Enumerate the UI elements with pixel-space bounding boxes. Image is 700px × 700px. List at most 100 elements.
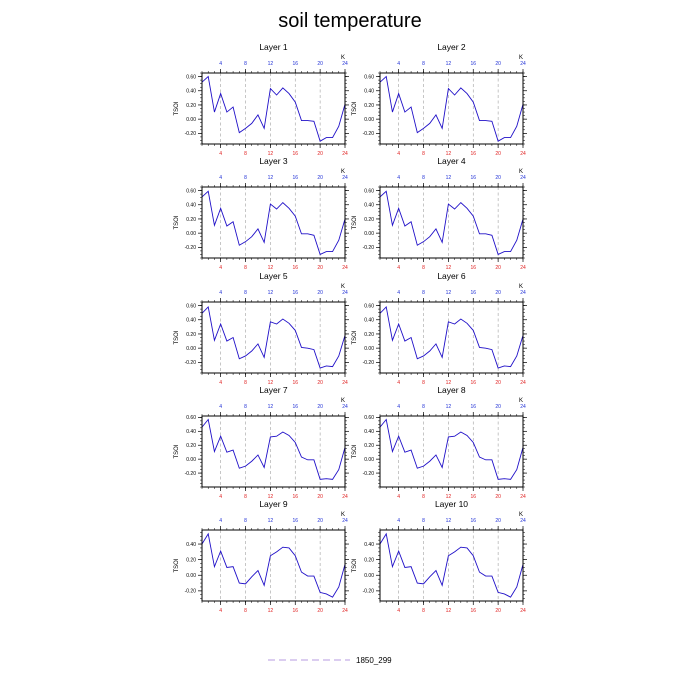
x-tick-label-top: 16 — [292, 175, 298, 181]
y-tick-label: 0.20 — [186, 443, 196, 449]
x-tick-label-top: 8 — [422, 61, 425, 67]
x-axis-label: K — [519, 169, 523, 175]
series-line — [201, 190, 346, 256]
series-line — [379, 190, 524, 256]
legend: 1850_299 — [268, 656, 392, 665]
panel-title: Layer 9 — [259, 499, 288, 509]
y-tick-label: 0.60 — [364, 303, 374, 309]
panel-frame — [379, 72, 524, 145]
y-tick-label: 0.60 — [186, 74, 196, 80]
x-tick-label-bottom: 4 — [397, 494, 400, 500]
x-tick-label-bottom: 20 — [317, 494, 323, 500]
y-tick-label: 0.40 — [364, 203, 374, 209]
y-tick-label: 0.40 — [364, 318, 374, 324]
y-tick-label: 0.20 — [186, 103, 196, 109]
x-tick-label-top: 20 — [317, 175, 323, 181]
series-line — [201, 75, 346, 142]
y-axis-label: TSOI — [352, 330, 358, 344]
x-tick-label-top: 8 — [422, 290, 425, 296]
x-tick-label-bottom: 24 — [520, 608, 526, 614]
x-tick-label-bottom: 24 — [342, 380, 348, 386]
y-tick-label: 0.00 — [364, 346, 374, 352]
x-tick-label-top: 8 — [422, 404, 425, 410]
x-tick-label-top: 16 — [292, 518, 298, 524]
x-tick-label-bottom: 16 — [292, 380, 298, 386]
x-tick-label-bottom: 8 — [244, 151, 247, 157]
x-tick-label-top: 20 — [495, 61, 501, 67]
y-tick-label: 0.20 — [186, 217, 196, 223]
panel-frame — [201, 186, 346, 259]
x-axis-label: K — [519, 55, 523, 61]
y-tick-label: 0.40 — [364, 89, 374, 95]
y-tick-label: -0.20 — [185, 360, 197, 366]
y-axis-label: TSOI — [352, 101, 358, 115]
x-tick-label-top: 24 — [342, 290, 348, 296]
panel-frame — [379, 301, 524, 374]
y-tick-label: 0.60 — [364, 188, 374, 194]
y-tick-label: 0.00 — [186, 457, 196, 463]
y-tick-label: 0.40 — [186, 542, 196, 548]
x-tick-label-bottom: 12 — [268, 151, 274, 157]
x-tick-label-top: 20 — [495, 290, 501, 296]
panel-frame — [201, 529, 346, 602]
x-tick-label-bottom: 20 — [317, 608, 323, 614]
y-tick-label: 0.00 — [186, 573, 196, 579]
panel-6: Layer 644881212161620202424K-0.200.000.2… — [352, 271, 527, 386]
y-axis-label: TSOI — [174, 215, 180, 229]
x-tick-label-bottom: 20 — [317, 151, 323, 157]
x-tick-label-bottom: 16 — [292, 265, 298, 271]
x-tick-label-top: 4 — [219, 61, 222, 67]
x-tick-label-bottom: 24 — [342, 151, 348, 157]
series-line — [379, 306, 524, 369]
x-tick-label-top: 20 — [495, 404, 501, 410]
y-tick-label: 0.60 — [364, 415, 374, 421]
x-tick-label-top: 24 — [342, 404, 348, 410]
x-tick-label-top: 8 — [422, 518, 425, 524]
panel-9: Layer 944881212161620202424K-0.200.000.2… — [174, 499, 349, 614]
series-line — [379, 418, 524, 480]
x-tick-label-top: 24 — [342, 518, 348, 524]
y-tick-label: 0.00 — [364, 457, 374, 463]
y-tick-label: 0.40 — [186, 429, 196, 435]
panel-7: Layer 744881212161620202424K-0.200.000.2… — [174, 385, 349, 500]
x-tick-label-top: 4 — [397, 518, 400, 524]
y-tick-label: 0.40 — [186, 89, 196, 95]
x-tick-label-top: 4 — [219, 290, 222, 296]
x-tick-label-bottom: 16 — [292, 494, 298, 500]
x-tick-label-top: 16 — [470, 290, 476, 296]
panel-10: Layer 1044881212161620202424K-0.200.000.… — [352, 499, 527, 614]
y-tick-label: 0.40 — [186, 203, 196, 209]
y-tick-label: -0.20 — [185, 245, 197, 251]
x-tick-label-bottom: 12 — [446, 151, 452, 157]
series-line — [201, 306, 346, 369]
series-line — [379, 75, 524, 142]
y-tick-label: -0.20 — [363, 131, 375, 137]
legend-label: 1850_299 — [356, 656, 392, 665]
x-tick-label-bottom: 12 — [268, 494, 274, 500]
y-tick-label: -0.20 — [363, 589, 375, 595]
x-tick-label-top: 24 — [520, 61, 526, 67]
x-tick-label-bottom: 12 — [446, 265, 452, 271]
x-tick-label-bottom: 4 — [219, 265, 222, 271]
x-axis-label: K — [341, 55, 345, 61]
y-axis-label: TSOI — [352, 215, 358, 229]
x-tick-label-top: 12 — [268, 518, 274, 524]
y-tick-label: -0.20 — [363, 360, 375, 366]
x-tick-label-bottom: 4 — [397, 380, 400, 386]
panel-frame — [201, 72, 346, 145]
x-tick-label-bottom: 12 — [268, 380, 274, 386]
series-line — [201, 418, 346, 480]
x-axis-label: K — [341, 398, 345, 404]
y-axis-label: TSOI — [352, 558, 358, 572]
y-tick-label: -0.20 — [363, 471, 375, 477]
x-tick-label-top: 4 — [219, 404, 222, 410]
x-tick-label-bottom: 20 — [495, 265, 501, 271]
x-tick-label-top: 24 — [342, 175, 348, 181]
x-tick-label-bottom: 12 — [446, 494, 452, 500]
panel-title: Layer 4 — [437, 156, 466, 166]
x-tick-label-top: 20 — [317, 290, 323, 296]
y-tick-label: 0.20 — [364, 332, 374, 338]
x-tick-label-top: 4 — [397, 290, 400, 296]
panel-title: Layer 10 — [435, 499, 468, 509]
